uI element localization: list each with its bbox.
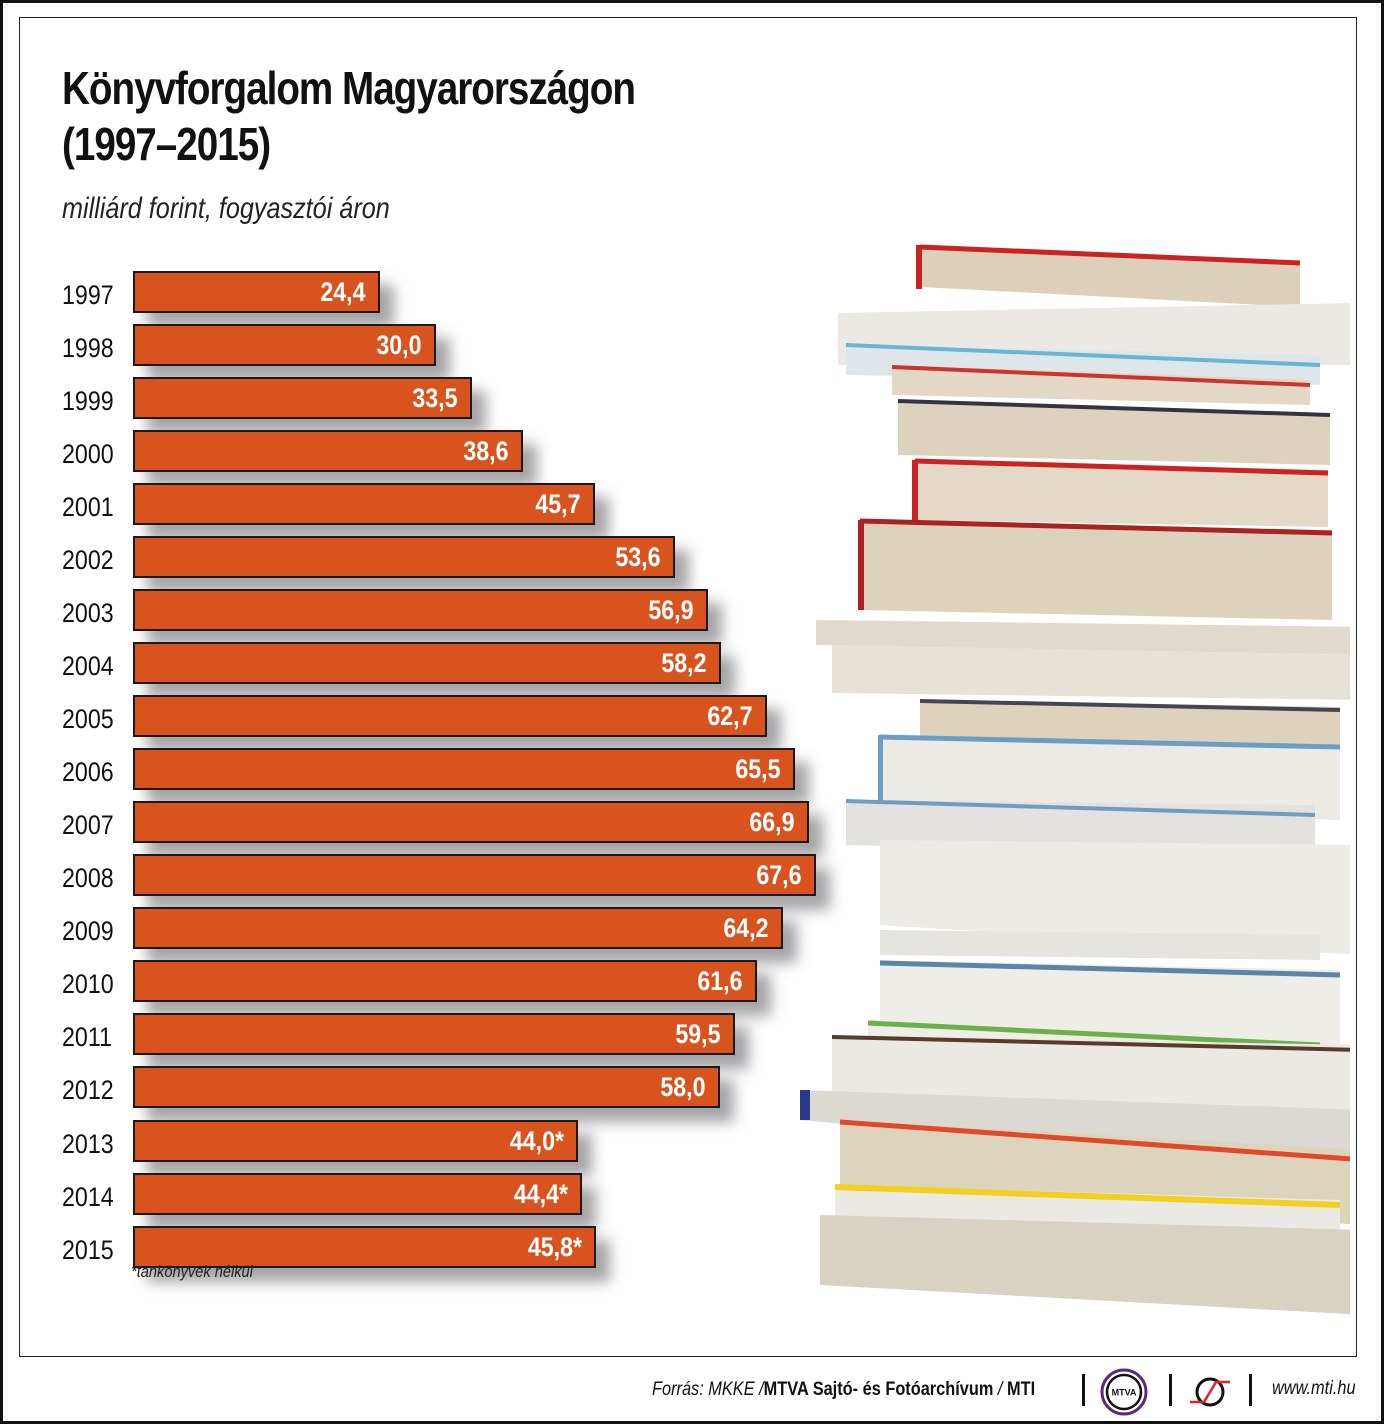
value-label: 61,6 xyxy=(697,966,743,996)
bar: 61,6 xyxy=(133,960,757,1002)
website-link[interactable]: www.mti.hu xyxy=(1272,1378,1356,1399)
bar: 58,0 xyxy=(133,1066,720,1108)
year-label: 2001 xyxy=(62,492,114,522)
divider xyxy=(1169,1374,1172,1406)
bar: 44,4* xyxy=(133,1173,582,1215)
source-separator: / xyxy=(993,1379,1008,1400)
bar: 30,0 xyxy=(133,324,436,366)
year-label: 2014 xyxy=(62,1182,114,1212)
year-label: 2000 xyxy=(62,439,114,469)
bar: 44,0* xyxy=(133,1120,578,1162)
chart-title: Könyvforgalom Magyarországon (1997–2015) xyxy=(62,60,636,172)
year-label: 2012 xyxy=(62,1075,114,1105)
year-label: 2004 xyxy=(62,651,114,681)
year-label: 2007 xyxy=(62,810,114,840)
year-label: 2003 xyxy=(62,598,114,628)
bar: 64,2 xyxy=(133,907,783,949)
value-label: 45,8* xyxy=(527,1232,582,1262)
divider xyxy=(1082,1374,1085,1406)
source-mti: MTI xyxy=(1007,1379,1036,1400)
year-label: 2013 xyxy=(62,1129,114,1159)
value-label: 67,6 xyxy=(756,860,802,890)
year-label: 2008 xyxy=(62,863,114,893)
title-line-1: Könyvforgalom Magyarországon xyxy=(62,62,636,114)
mtva-logo-text: MTVA xyxy=(1112,1388,1137,1398)
value-label: 44,0* xyxy=(509,1126,564,1156)
year-label: 2005 xyxy=(62,704,114,734)
bar: 58,2 xyxy=(133,642,721,684)
value-label: 62,7 xyxy=(707,701,753,731)
year-label: 1997 xyxy=(62,280,114,310)
bar: 38,6 xyxy=(133,430,523,472)
bar: 56,9 xyxy=(133,589,708,631)
value-label: 45,7 xyxy=(535,489,581,519)
mti-logo-icon xyxy=(1190,1377,1230,1407)
value-label: 59,5 xyxy=(675,1019,721,1049)
bar: 59,5 xyxy=(133,1013,735,1055)
year-label: 2006 xyxy=(62,757,114,787)
value-label: 38,6 xyxy=(463,436,509,466)
bar: 45,7 xyxy=(133,483,595,525)
year-label: 2011 xyxy=(62,1022,112,1052)
divider xyxy=(1249,1374,1252,1406)
year-label: 2009 xyxy=(62,916,114,946)
year-label: 2002 xyxy=(62,545,114,575)
bar: 67,6 xyxy=(133,854,816,896)
title-line-2: (1997–2015) xyxy=(62,118,271,170)
value-label: 66,9 xyxy=(749,807,795,837)
value-label: 53,6 xyxy=(615,542,661,572)
mtva-logo-icon: MTVA xyxy=(1100,1368,1148,1416)
bar: 33,5 xyxy=(133,377,472,419)
footnote: *tankönyvek nélkül xyxy=(131,1262,253,1281)
value-label: 58,0 xyxy=(660,1072,706,1102)
year-label: 1998 xyxy=(62,333,114,363)
source-archive: MTVA Sajtó- és Fotóarchívum xyxy=(763,1379,994,1400)
bar: 66,9 xyxy=(133,801,809,843)
bar: 65,5 xyxy=(133,748,795,790)
bar: 24,4 xyxy=(133,271,380,313)
bar: 53,6 xyxy=(133,536,675,578)
year-label: 2015 xyxy=(62,1235,114,1265)
source-credit: Forrás: MKKE / MTVA Sajtó- és Fotóarchív… xyxy=(652,1370,1035,1410)
value-label: 33,5 xyxy=(412,383,458,413)
chart-subtitle: milliárd forint, fogyasztói áron xyxy=(62,192,390,225)
book-stack-illustration xyxy=(800,244,1350,1315)
value-label: 56,9 xyxy=(648,595,694,625)
year-label: 1999 xyxy=(62,386,114,416)
year-label: 2010 xyxy=(62,969,114,999)
value-label: 24,4 xyxy=(320,277,366,307)
bar: 62,7 xyxy=(133,695,767,737)
bar: 45,8* xyxy=(133,1226,596,1268)
source-prefix: Forrás: MKKE / xyxy=(652,1379,764,1400)
value-label: 58,2 xyxy=(661,648,707,678)
value-label: 65,5 xyxy=(735,754,781,784)
value-label: 44,4* xyxy=(513,1179,568,1209)
value-label: 30,0 xyxy=(376,330,422,360)
value-label: 64,2 xyxy=(723,913,769,943)
